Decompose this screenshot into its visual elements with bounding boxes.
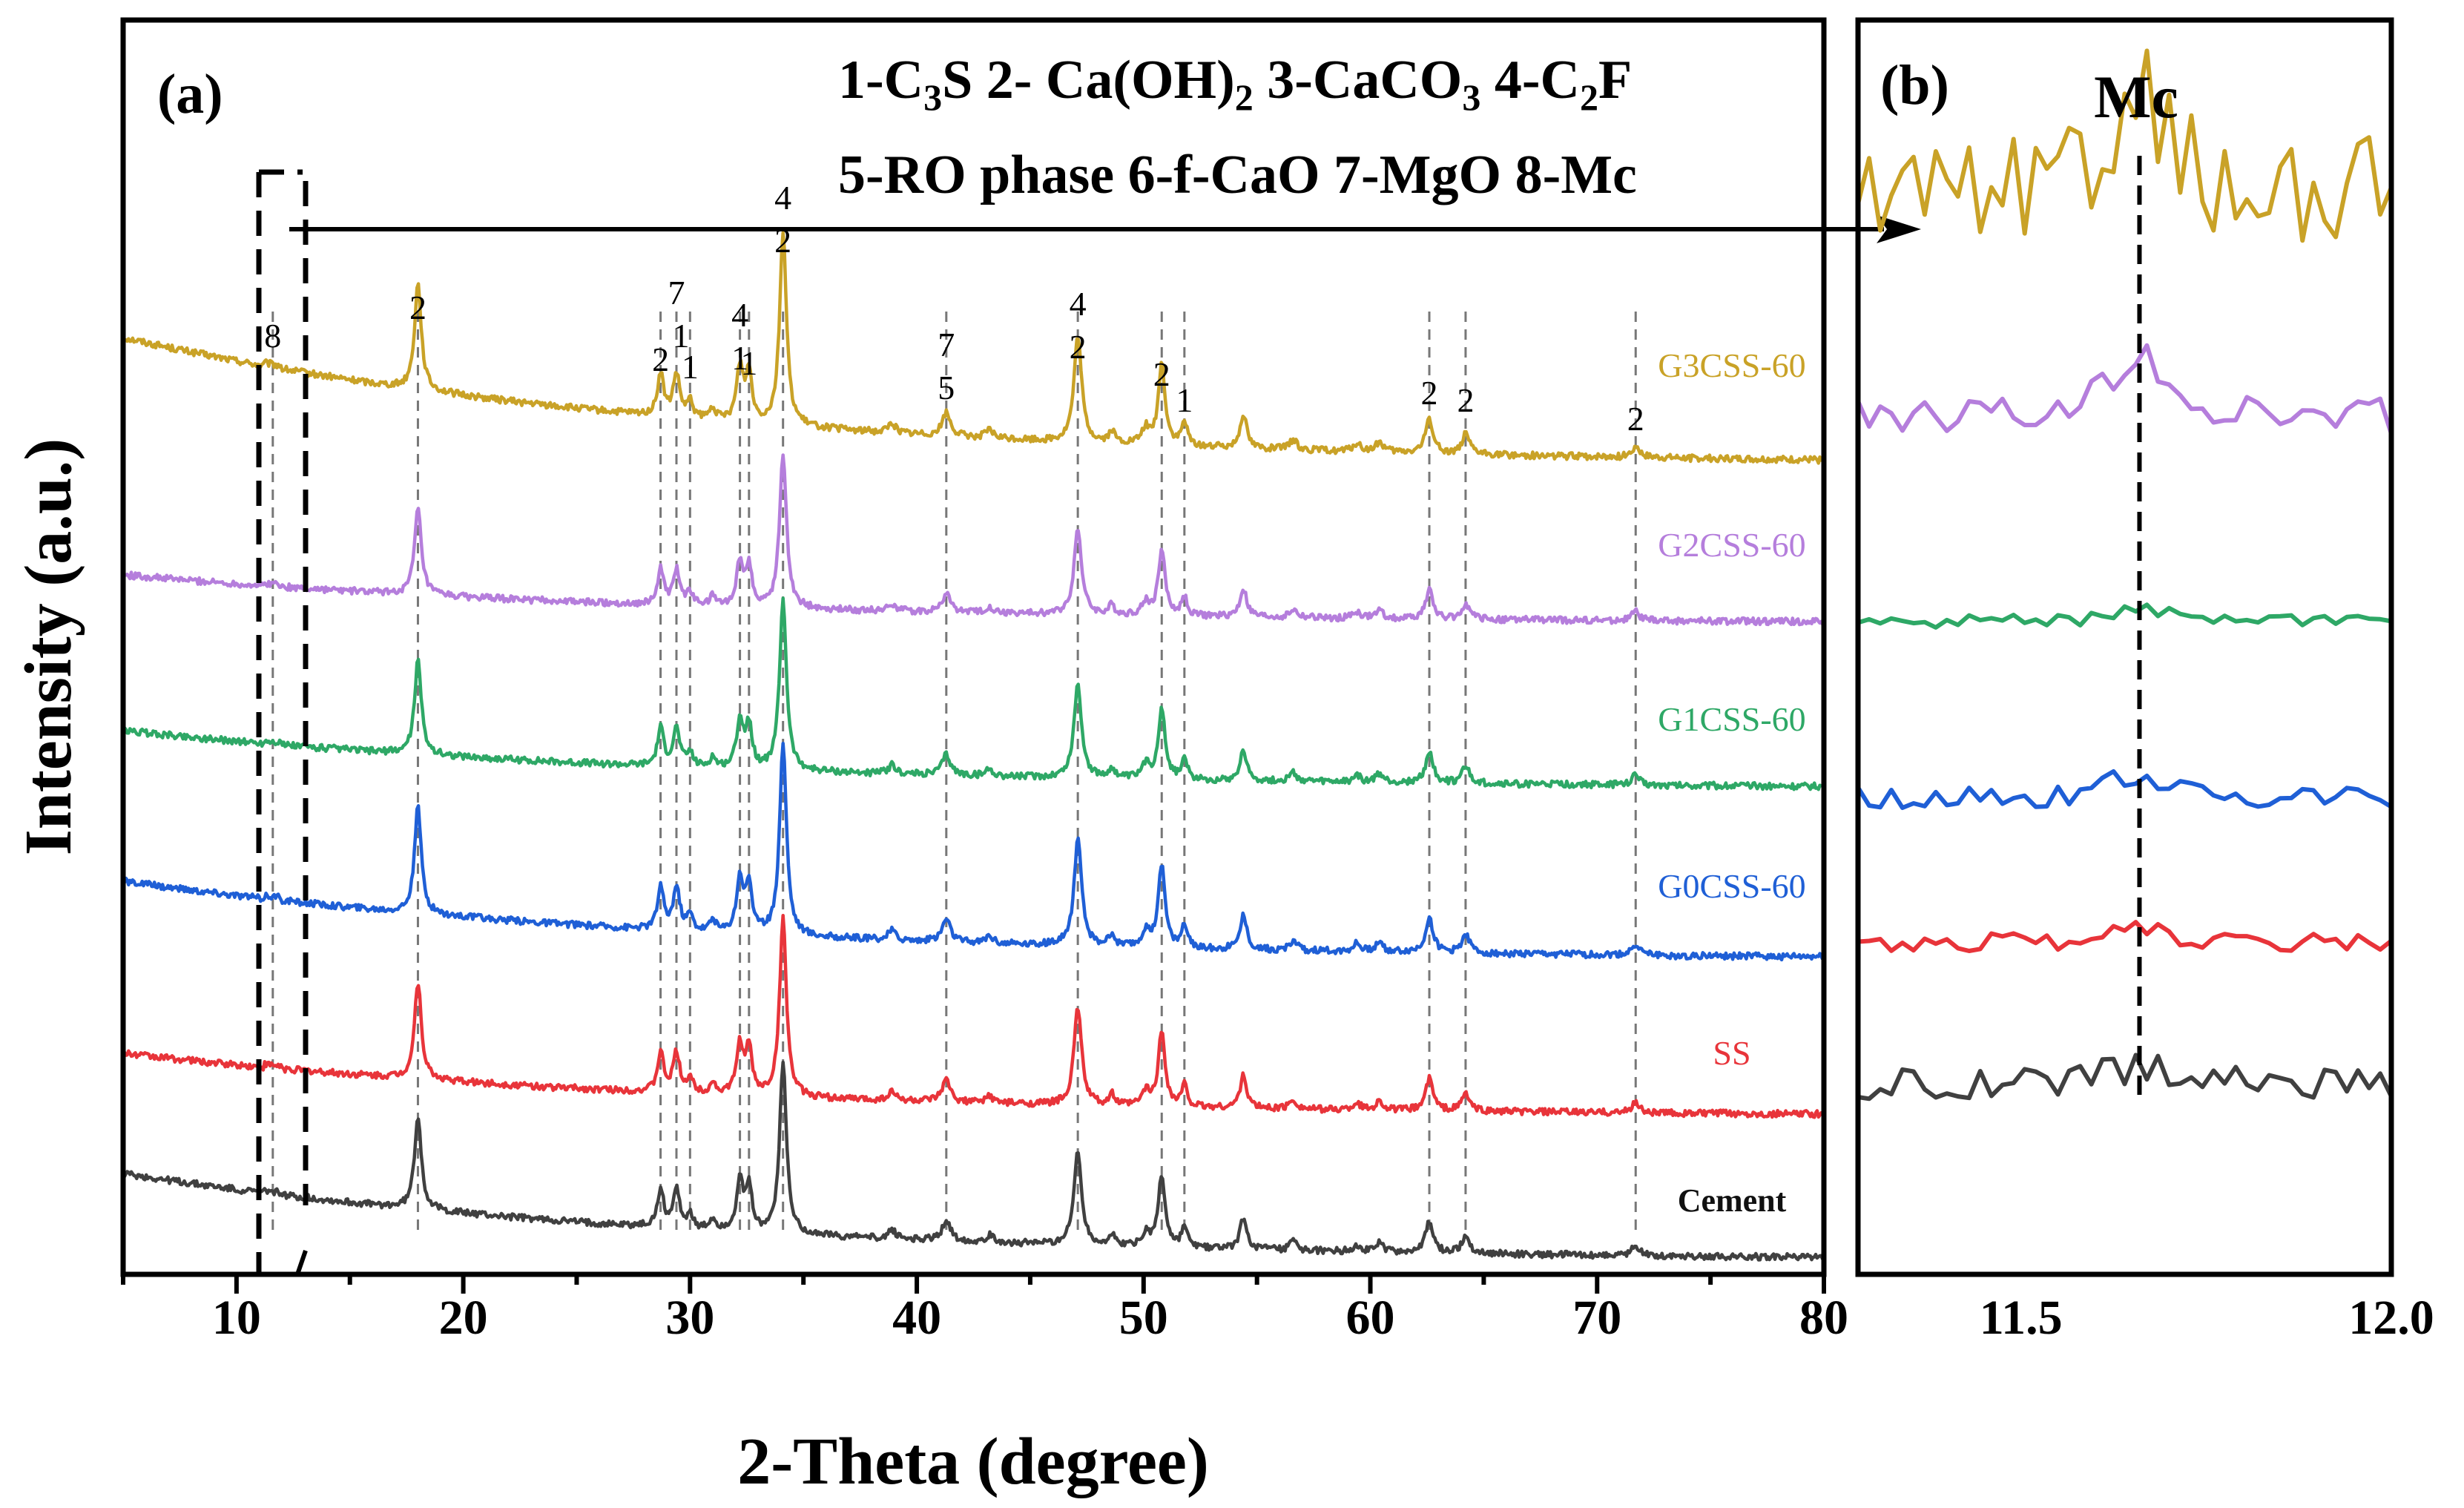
peak-label: 2 (1153, 355, 1170, 393)
peak-label: 2 (652, 340, 669, 378)
xrd-curve-cement (121, 1060, 1825, 1262)
x-axis-title: 2-Theta (degree) (737, 1425, 1209, 1498)
peak-label: 2 (1070, 328, 1087, 366)
peak-label: 4 (1070, 285, 1087, 323)
y-axis-title: Intensity (a.u.) (12, 438, 85, 856)
panel-a-frame (120, 17, 1827, 1277)
x-tick-label: 20 (439, 1291, 488, 1345)
series-label: G2CSS-60 (1658, 526, 1805, 564)
legend-line-1-part: S 2- Ca(OH) (942, 50, 1235, 111)
x-tick-label: 50 (1119, 1291, 1168, 1345)
series-label: G1CSS-60 (1658, 700, 1805, 738)
legend-line-1-part: 4-C (1480, 50, 1580, 111)
peak-label: 8 (264, 317, 281, 355)
x-tick-label: 80 (1799, 1291, 1848, 1345)
x-axis-ticks (121, 1274, 1826, 1294)
peak-label: 1 (672, 317, 689, 355)
x-tick-label: 70 (1572, 1291, 1621, 1345)
peak-label: 7 (668, 274, 685, 312)
zoom-curve-cement (1857, 1053, 2394, 1102)
zoom-curve-g3css-60 (1856, 48, 2394, 243)
zoom-x-tick-label: 11.5 (1980, 1291, 2063, 1345)
panel-a-label: (a) (157, 63, 223, 125)
series-label: Cement (1678, 1182, 1787, 1219)
x-tick-label: 40 (892, 1291, 941, 1345)
x-tick-label: 60 (1346, 1291, 1395, 1345)
peak-label: 2 (1627, 400, 1644, 438)
xrd-curve-ss (122, 913, 1823, 1119)
zoom-arrow-head (1877, 215, 1921, 243)
xrd-curve-g0css-60 (122, 741, 1825, 962)
series-label: G0CSS-60 (1658, 867, 1805, 905)
xrd-curve-g2css-60 (122, 453, 1825, 627)
legend-sub: 3 (1462, 76, 1480, 118)
legend-sub: 2 (1580, 76, 1598, 118)
legend-line-1-part: 3-CaCO (1254, 50, 1463, 111)
panel-b: 11.5 12.0 (b) Mc (1855, 17, 2434, 1345)
legend-sub: 3 (923, 76, 942, 118)
peak-label: 2 (1421, 374, 1438, 412)
peak-label: 2 (1457, 381, 1474, 419)
legend-line-1: 1-C3S 2- Ca(OH)2 3-CaCO3 4-C2F (838, 50, 1632, 118)
xrd-curves (121, 231, 1825, 1262)
zoom-x-tick-label: 12.0 (2348, 1291, 2434, 1345)
zoom-curve-g1css-60 (1857, 602, 2392, 630)
mc-label: Mc (2094, 63, 2178, 131)
zoom-x-tick-labels: 11.5 12.0 (1980, 1291, 2434, 1345)
zoom-curve-g0css-60 (1856, 769, 2393, 810)
zoom-box-tick (295, 1250, 308, 1275)
legend-line-2: 5-RO phase 6-f-CaO 7-MgO 8-Mc (838, 145, 1637, 205)
peak-label: 5 (938, 369, 955, 406)
panel-b-label: (b) (1880, 54, 1949, 116)
zoom-curve-g2css-60 (1856, 343, 2394, 435)
zoom-curves (1856, 48, 2394, 1102)
panel-b-frame (1855, 17, 2394, 1277)
peak-label: 1 (1176, 381, 1193, 419)
series-labels: G3CSS-60 G2CSS-60 G1CSS-60 G0CSS-60 SS Cement (1658, 346, 1805, 1219)
zoom-region-box (256, 169, 309, 1274)
legend-line-1-part: 1-C (838, 50, 923, 111)
xrd-curve-g3css-60 (122, 231, 1823, 465)
peak-label: 1 (682, 348, 699, 386)
xrd-curve-g1css-60 (122, 596, 1823, 791)
legend-sub: 2 (1235, 76, 1254, 118)
peak-label: 7 (938, 326, 955, 363)
x-tick-label: 10 (212, 1291, 261, 1345)
peak-label: 4 (774, 179, 791, 217)
peak-label: 1 (731, 339, 748, 377)
legend-line-1-part: F (1598, 50, 1632, 111)
zoom-arrow (289, 215, 1921, 243)
x-axis-tick-labels: 10 20 30 40 50 60 70 80 (212, 1291, 1848, 1345)
x-tick-label: 30 (665, 1291, 714, 1345)
peak-label: 1 (740, 344, 757, 382)
peak-label: 4 (731, 296, 748, 334)
series-label: SS (1713, 1034, 1750, 1072)
series-label: G3CSS-60 (1658, 346, 1805, 384)
peak-label: 2 (409, 289, 426, 326)
zoom-curve-ss (1857, 920, 2393, 953)
